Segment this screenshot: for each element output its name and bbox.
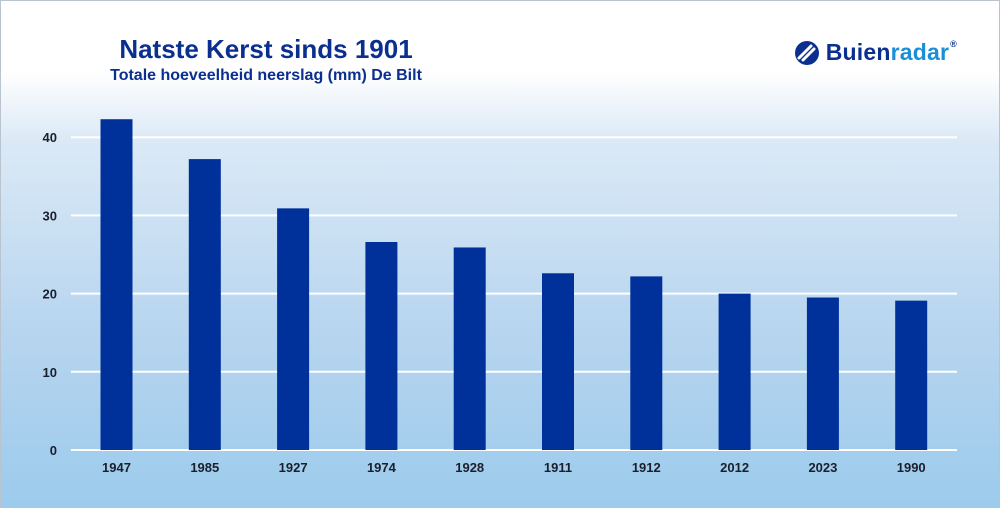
- bar-1974: [365, 241, 398, 450]
- bar-1927: [277, 208, 310, 450]
- logo-text-part1: Buien: [825, 39, 891, 65]
- logo-text: Buienradar®: [826, 39, 957, 66]
- x-tick-label: 1927: [279, 460, 308, 475]
- chart-title: Natste Kerst sinds 1901: [119, 34, 413, 64]
- bar-2023: [806, 297, 839, 450]
- bar-1947: [100, 119, 133, 451]
- y-tick-label: 40: [43, 130, 57, 145]
- bar-1928: [453, 247, 486, 450]
- bar-1912: [630, 276, 663, 450]
- buienradar-logo: Buienradar®: [794, 39, 957, 66]
- bar-1911: [542, 273, 574, 450]
- chart-subtitle: Totale hoeveelheid neerslag (mm) De Bilt: [110, 67, 422, 84]
- x-axis: 1947 1985 1927 1974 1928 1911 1912 2012 2023 1990: [102, 460, 926, 475]
- y-tick-label: 10: [43, 365, 57, 380]
- x-tick-label: 1974: [367, 460, 397, 475]
- logo-text-part2: radar: [890, 39, 950, 65]
- y-tick-label: 0: [50, 443, 57, 458]
- y-tick-label: 20: [43, 287, 57, 302]
- x-tick-label: 1985: [190, 460, 219, 475]
- x-tick-label: 1928: [455, 460, 484, 475]
- logo-registered-mark: ®: [950, 39, 957, 49]
- bar-2012: [718, 293, 751, 450]
- y-axis: 0 10 20 30 40: [43, 130, 57, 458]
- x-tick-label: 1947: [102, 460, 131, 475]
- x-tick-label: 1912: [632, 460, 661, 475]
- x-tick-label: 2012: [720, 460, 749, 475]
- bar-1990: [895, 300, 928, 450]
- x-tick-label: 1990: [897, 460, 926, 475]
- bar-1985: [188, 159, 221, 450]
- x-tick-label: 1911: [544, 460, 572, 475]
- x-tick-label: 2023: [808, 460, 837, 475]
- bars: [100, 119, 928, 451]
- y-tick-label: 30: [43, 208, 57, 223]
- buienradar-logo-icon: [794, 40, 819, 65]
